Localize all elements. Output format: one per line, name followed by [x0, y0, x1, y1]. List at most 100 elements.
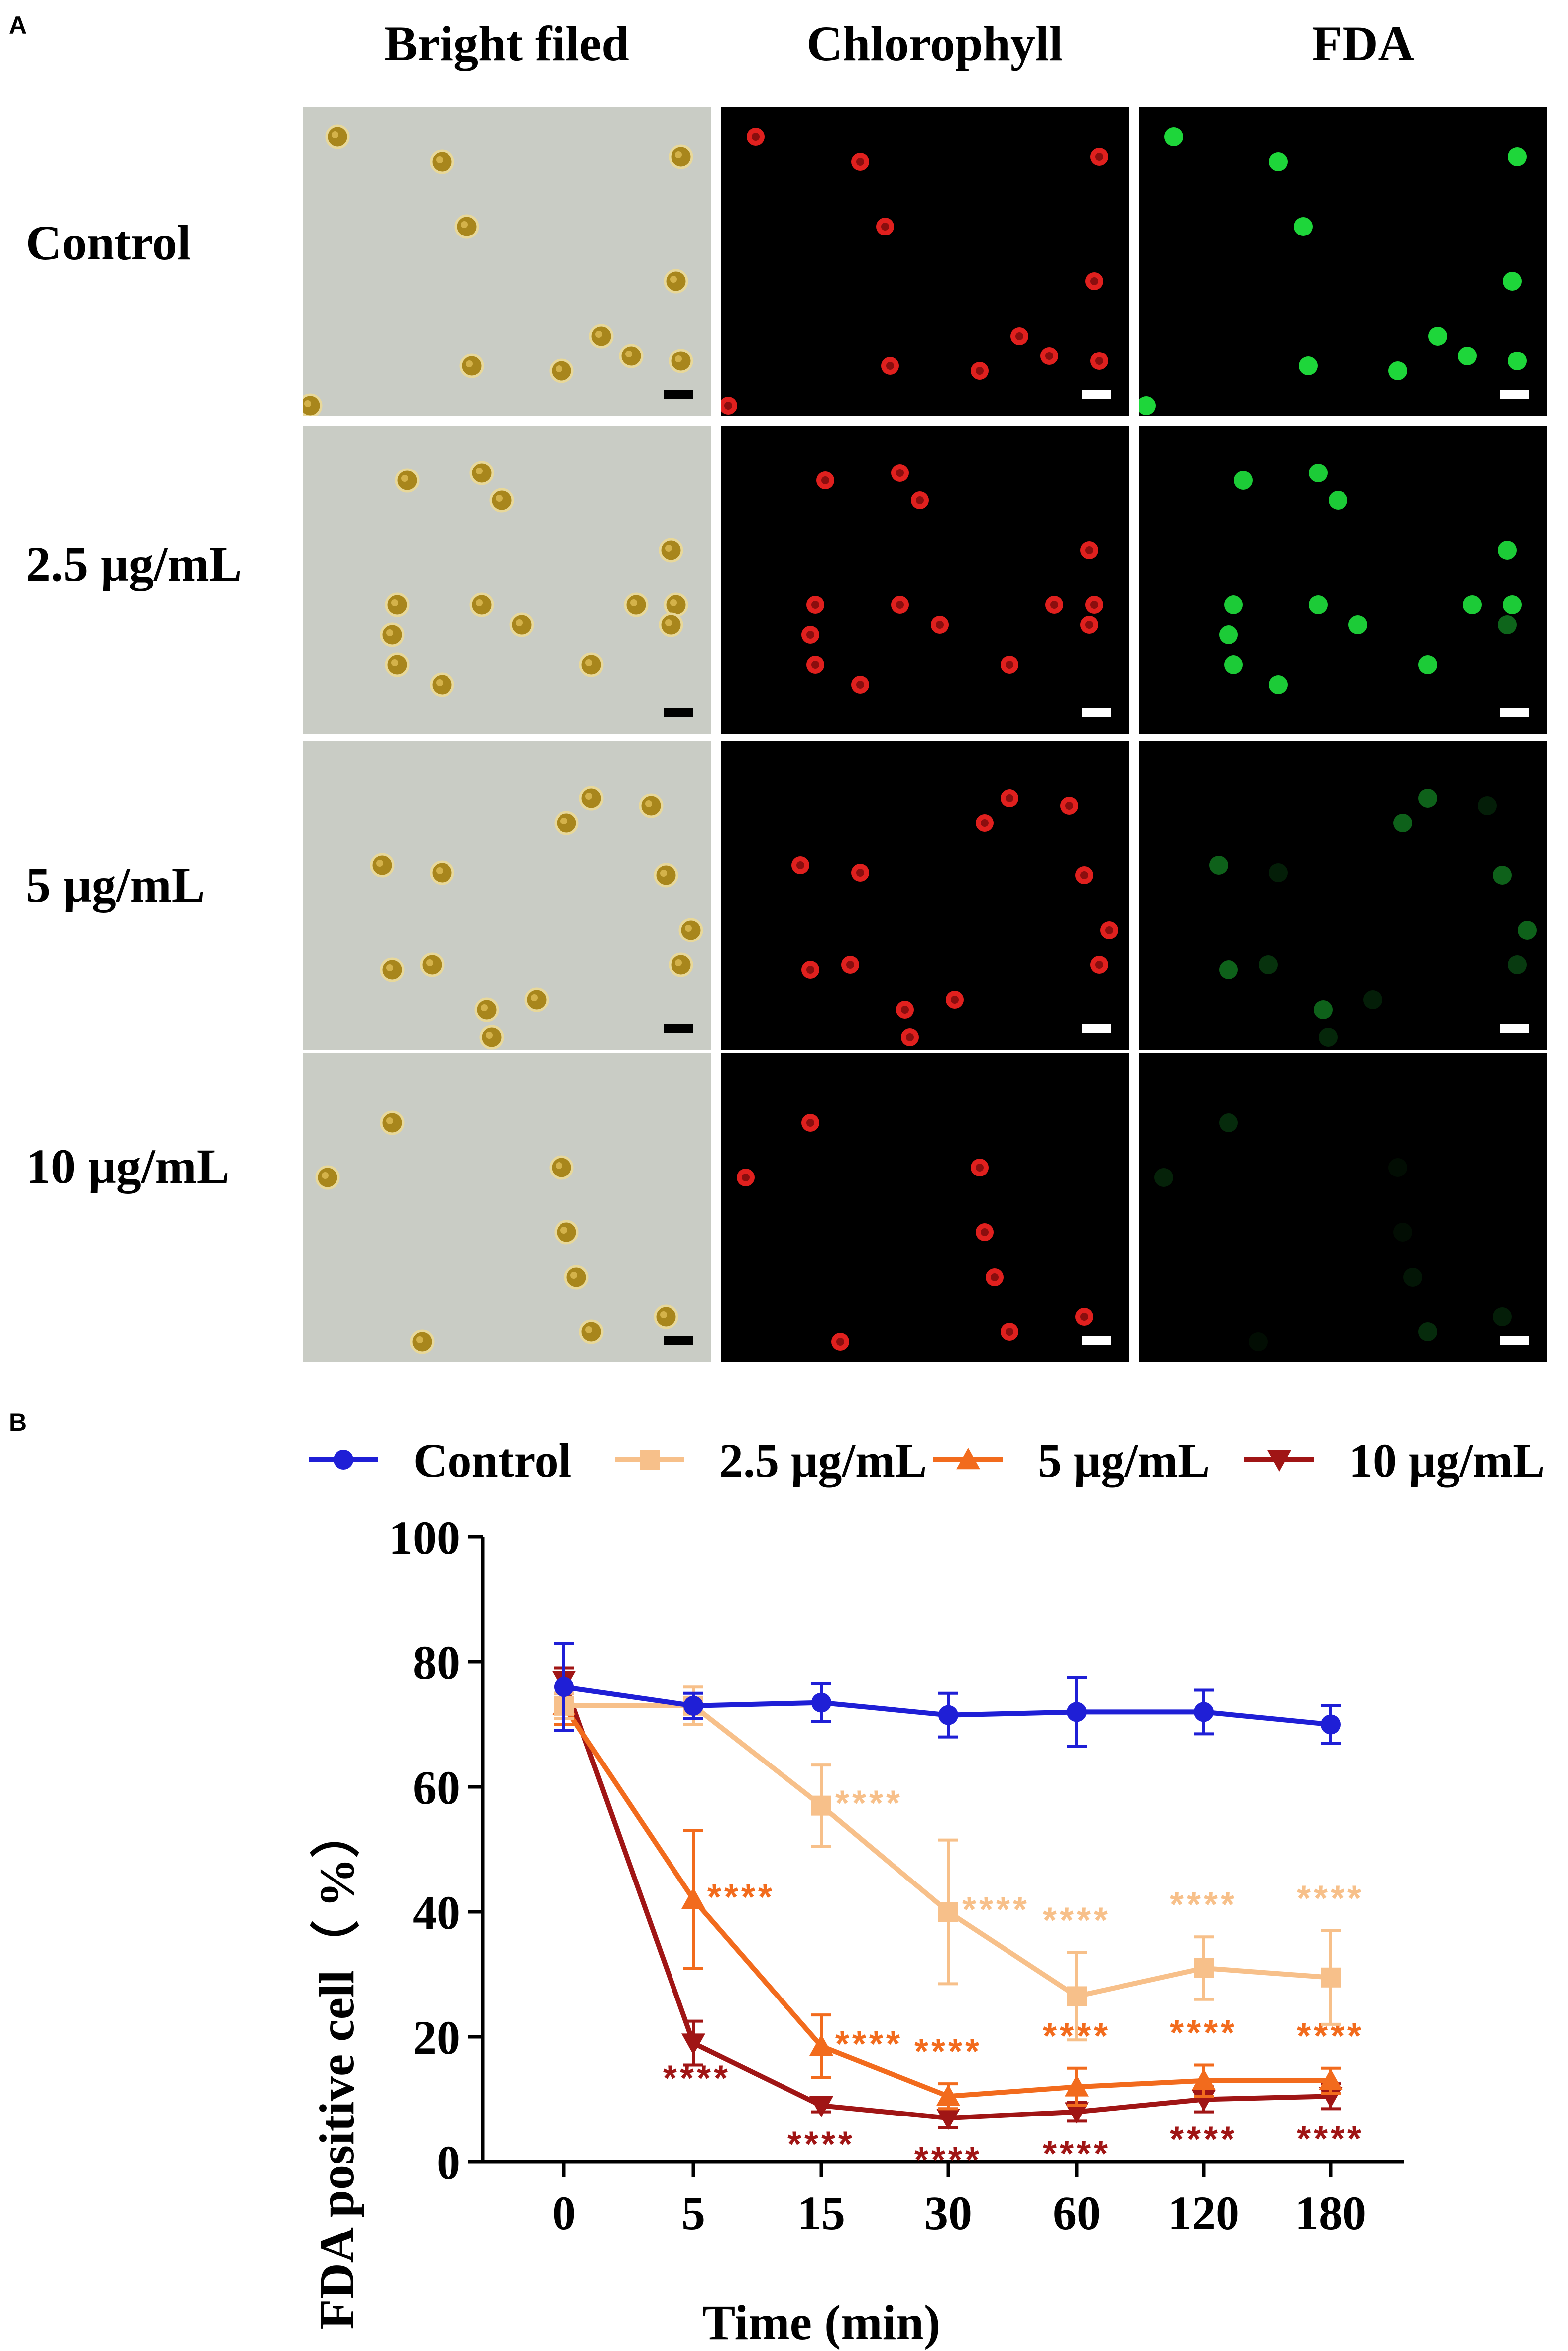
legend-label: 2.5 μg/mL — [719, 1434, 927, 1487]
algal-cell-highlight — [595, 331, 602, 338]
algal-cell-highlight — [560, 818, 567, 824]
algal-cell-highlight — [332, 131, 338, 138]
column-header-fda: FDA — [1312, 16, 1414, 71]
significance-label: **** — [1297, 2119, 1364, 2159]
y-axis-title: FDA positive cell（ %） — [309, 1808, 364, 2329]
fda-cell — [1458, 347, 1477, 365]
algal-cell-highlight — [585, 793, 592, 800]
micrograph-control-fda — [1139, 107, 1547, 416]
image-background — [303, 426, 711, 734]
algal-cell-highlight — [436, 679, 443, 686]
algal-cell-highlight — [630, 599, 637, 606]
chlorophyll-cell-core — [1080, 1313, 1088, 1321]
fda-cell — [1508, 955, 1527, 974]
data-point — [1194, 1702, 1214, 1722]
algal-cell — [303, 393, 323, 416]
image-background — [721, 107, 1129, 416]
data-point — [554, 1677, 574, 1697]
fda-cell — [1463, 595, 1482, 614]
data-point — [1065, 2075, 1089, 2097]
chlorophyll-cell-core — [811, 661, 819, 669]
chlorophyll-cell-core — [1105, 926, 1113, 934]
fda-cell — [1299, 356, 1318, 375]
algal-cell-highlight — [322, 1172, 329, 1179]
chlorophyll-cell-core — [806, 966, 814, 974]
fda-cell — [1294, 217, 1313, 236]
chlorophyll-cell-core — [752, 133, 760, 141]
chlorophyll-cell-core — [1006, 794, 1013, 802]
chlorophyll-cell-core — [836, 1338, 844, 1346]
image-background — [303, 1053, 711, 1362]
fda-cell — [1418, 789, 1437, 808]
row-label-2-5: 2.5 μg/mL — [26, 536, 242, 591]
algal-cell-highlight — [675, 151, 682, 158]
algal-cell-highlight — [685, 925, 692, 932]
image-background — [1139, 741, 1547, 1050]
algal-cell-highlight — [476, 599, 483, 606]
chlorophyll-cell-core — [1006, 661, 1013, 669]
micrograph-2-5-fda — [1139, 426, 1547, 734]
chlorophyll-cell-core — [906, 1033, 914, 1041]
y-tick-label: 40 — [413, 1886, 460, 1939]
micrograph-2-5-bright-field — [303, 426, 711, 734]
data-point — [938, 1705, 958, 1725]
chlorophyll-cell-core — [806, 1119, 814, 1127]
micrograph-5-fda — [1139, 741, 1547, 1050]
fda-cell — [1269, 152, 1288, 171]
algal-cell-highlight — [481, 1004, 488, 1011]
algal-cell-highlight — [436, 156, 443, 163]
fda-cell — [1348, 615, 1367, 634]
algal-cell-highlight — [304, 400, 311, 407]
fda-cell — [1319, 1028, 1338, 1047]
chlorophyll-cell-core — [976, 367, 984, 375]
algal-cell-highlight — [401, 475, 408, 482]
column-header-bright-field: Bright filed — [384, 16, 629, 71]
algal-cell-highlight — [531, 994, 538, 1001]
fda-cell — [1164, 127, 1183, 146]
legend-label: 10 μg/mL — [1349, 1434, 1545, 1487]
fda-cell — [1224, 595, 1243, 614]
legend-marker — [1267, 1450, 1291, 1472]
fda-cell — [1498, 615, 1517, 634]
algal-cell-highlight — [665, 619, 672, 626]
x-tick-label: 180 — [1295, 2186, 1366, 2239]
scale-bar — [1500, 390, 1529, 399]
algal-cell-highlight — [560, 1227, 567, 1234]
fda-cell — [1418, 1322, 1437, 1341]
algal-cell-highlight — [416, 1336, 423, 1343]
fda-cell — [1418, 655, 1437, 674]
algal-cell-highlight — [675, 355, 682, 362]
chlorophyll-cell-core — [821, 476, 829, 484]
chlorophyll-cell-core — [896, 601, 904, 609]
chlorophyll-cell-core — [1065, 802, 1073, 810]
data-point — [811, 1692, 831, 1713]
significance-label: **** — [914, 2032, 982, 2072]
series-2: **** **** **** **** **** **** — [552, 1685, 1361, 2111]
significance-label: **** — [835, 1784, 903, 1824]
data-point — [1067, 1986, 1087, 2006]
algal-cell-highlight — [466, 360, 473, 367]
fda-cell — [1269, 863, 1288, 882]
row-label-10: 10 μg/mL — [26, 1139, 230, 1194]
algal-cell-highlight — [376, 860, 383, 867]
y-tick-label: 60 — [413, 1761, 460, 1814]
fda-cell — [1309, 464, 1328, 482]
micrograph-5-bright-field — [303, 741, 711, 1050]
data-point — [1321, 1714, 1341, 1735]
algal-cell-highlight — [660, 1311, 667, 1318]
fda-cell — [1209, 856, 1228, 875]
fda-cell — [1329, 491, 1347, 510]
chlorophyll-cell-core — [916, 496, 924, 504]
chlorophyll-cell-core — [881, 223, 889, 231]
significance-label: **** — [1043, 2134, 1111, 2174]
scale-bar — [1500, 708, 1529, 717]
image-background — [303, 107, 711, 416]
algal-cell-highlight — [660, 870, 667, 877]
fda-cell — [1219, 625, 1238, 644]
micrograph-control-chlorophyll — [721, 107, 1129, 416]
algal-cell-highlight — [556, 365, 562, 372]
legend-marker — [334, 1450, 353, 1470]
data-point — [936, 2084, 960, 2106]
algal-cell-highlight — [675, 959, 682, 966]
chlorophyll-cell-core — [1085, 621, 1093, 629]
